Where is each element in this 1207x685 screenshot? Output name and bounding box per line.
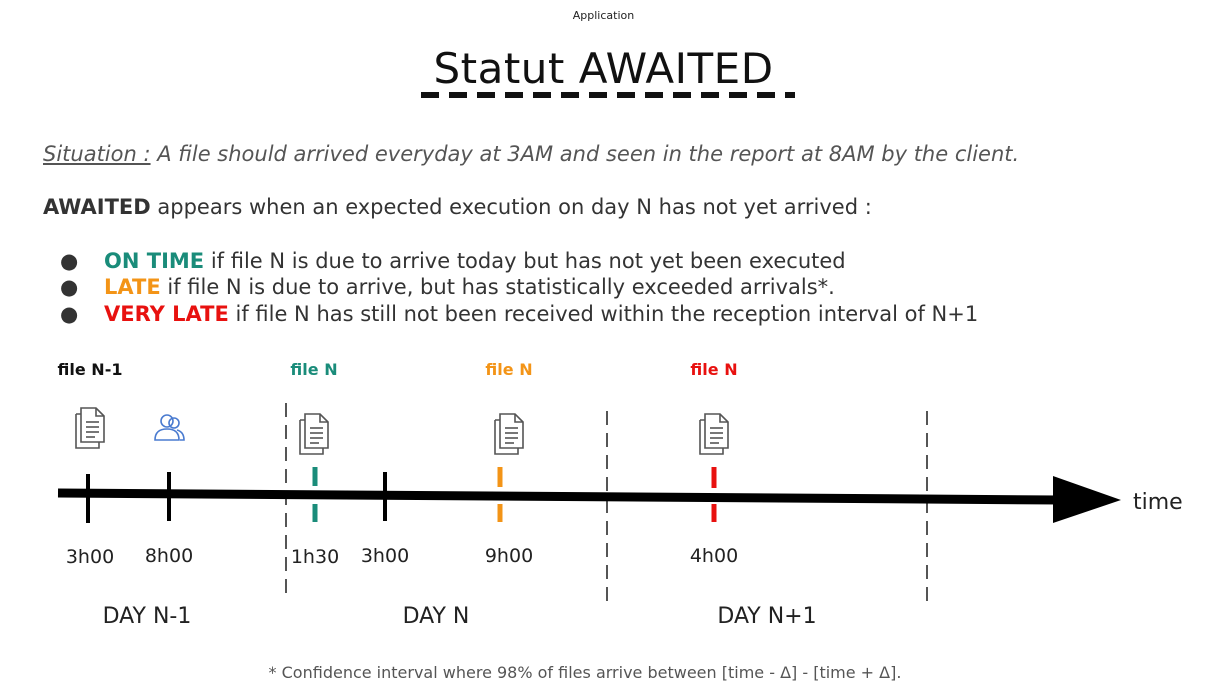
bullet-text: if file N is due to arrive, but has stat… bbox=[167, 275, 835, 299]
time-label: 9h00 bbox=[485, 545, 533, 567]
page-title: Statut AWAITED bbox=[433, 44, 774, 93]
time-label: 3h00 bbox=[66, 546, 114, 568]
time-axis bbox=[57, 488, 1061, 505]
bullet-late: ● LATE if file N is due to arrive, but ha… bbox=[60, 275, 835, 299]
users-icon bbox=[154, 414, 185, 441]
day-label: DAY N+1 bbox=[717, 604, 816, 629]
document-icon bbox=[699, 413, 729, 455]
time-label: 3h00 bbox=[361, 545, 409, 567]
time-axis-arrowhead bbox=[1053, 476, 1121, 523]
app-header: Application bbox=[572, 9, 635, 22]
time-axis-label: time bbox=[1133, 490, 1183, 515]
situation-line: Situation : A file should arrived everyd… bbox=[43, 142, 1019, 166]
status-late: LATE bbox=[104, 275, 161, 299]
bullet-on-time: ● ON TIME if file N is due to arrive toda… bbox=[60, 249, 846, 273]
intro-line: AWAITED appears when an expected executi… bbox=[43, 195, 872, 219]
document-icon bbox=[494, 413, 524, 455]
bullet-text: if file N is due to arrive today but has… bbox=[210, 249, 846, 273]
intro-bold: AWAITED bbox=[43, 195, 151, 219]
status-on-time: ON TIME bbox=[104, 249, 205, 273]
status-very-late: VERY LATE bbox=[104, 302, 229, 326]
day-label: DAY N-1 bbox=[103, 604, 192, 629]
document-icon bbox=[299, 413, 329, 455]
situation-text: A file should arrived everyday at 3AM an… bbox=[157, 142, 1020, 166]
footnote: * Confidence interval where 98% of files… bbox=[268, 663, 902, 682]
situation-label: Situation : bbox=[43, 142, 151, 166]
document-icon bbox=[75, 407, 105, 449]
intro-text: appears when an expected execution on da… bbox=[157, 195, 872, 219]
file-label-n-1: file N-1 bbox=[58, 360, 123, 379]
bullet-dot: ● bbox=[60, 275, 79, 299]
file-label-n-late: file N bbox=[485, 360, 532, 379]
day-label: DAY N bbox=[403, 604, 470, 629]
file-label-n-ontime: file N bbox=[290, 360, 337, 379]
title-dashed-underline bbox=[421, 92, 795, 98]
bullet-very-late: ● VERY LATE if file N has still not been … bbox=[60, 302, 978, 326]
file-label-n-verylate: file N bbox=[690, 360, 737, 379]
time-label: 4h00 bbox=[690, 545, 738, 567]
bullet-dot: ● bbox=[60, 302, 79, 326]
time-label: 1h30 bbox=[291, 546, 339, 568]
bullet-dot: ● bbox=[60, 249, 79, 273]
bullet-text: if file N has still not been received wi… bbox=[235, 302, 979, 326]
time-label: 8h00 bbox=[145, 545, 193, 567]
